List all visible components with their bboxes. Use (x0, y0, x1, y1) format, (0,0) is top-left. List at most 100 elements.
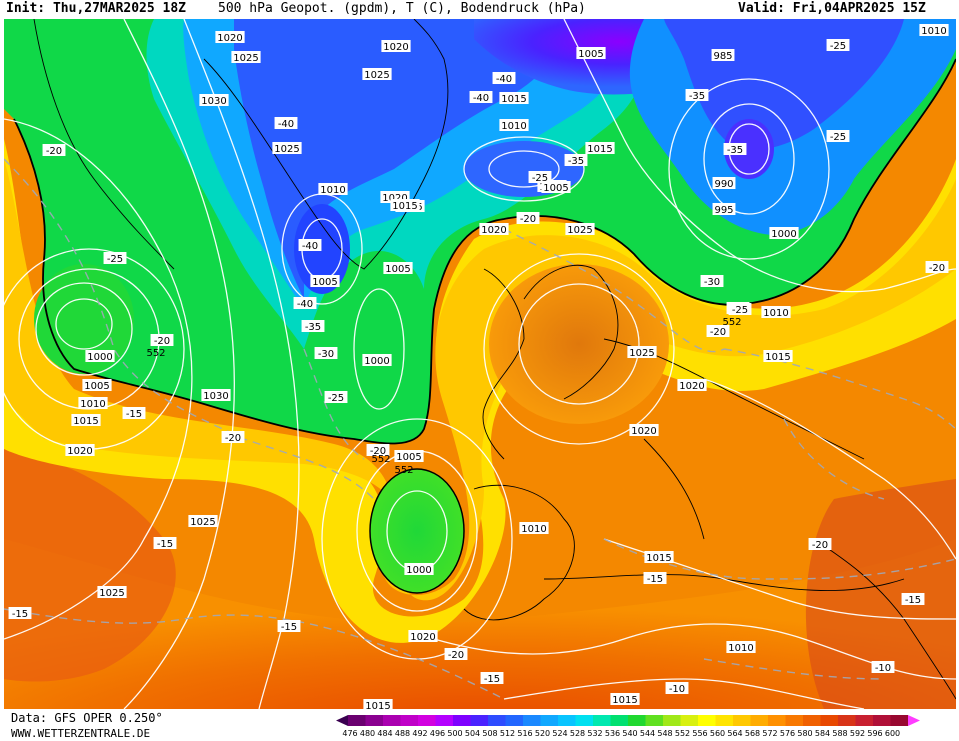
temp_labels-label-text: -40 (302, 241, 318, 252)
pressure_labels-label-text: 1010 (501, 121, 526, 132)
pressure_labels-label-text: 1015 (765, 352, 790, 363)
temp_labels-label: -40 (492, 72, 516, 85)
pressure_labels-label: 1005 (82, 379, 112, 392)
legend-tick-label: 556 (692, 729, 707, 738)
pressure_labels-label-text: 1025 (274, 144, 299, 155)
pressure_labels-label-text: 1010 (521, 524, 546, 535)
pressure_labels-label-box (644, 551, 674, 563)
temp_labels-label-box (314, 347, 338, 359)
temp_labels-label-box (103, 252, 127, 264)
legend-tick-label: 596 (867, 729, 882, 738)
temp_labels-label: -20 (444, 648, 468, 661)
temp_labels-label: -40 (298, 239, 322, 252)
temp_labels-label-box (492, 72, 516, 84)
pressure_labels-label-text: 995 (714, 205, 733, 216)
temp_labels-label: -25 (103, 252, 127, 265)
temp_labels-label-text: -30 (318, 349, 334, 360)
cutoff-low (370, 469, 464, 593)
legend-tick-label: 520 (535, 729, 550, 738)
legend-swatch (803, 715, 821, 726)
legend-tick-label: 576 (780, 729, 795, 738)
pressure_labels-label-text: 1000 (771, 229, 796, 240)
legend-tick-label: 532 (587, 729, 602, 738)
temp_labels-label-text: -15 (484, 674, 500, 685)
temp_labels-label-text: -40 (297, 299, 313, 310)
pressure_labels-label-text: 1015 (501, 94, 526, 105)
temp_labels-label-box (516, 212, 540, 224)
pressure_labels-label-text: 1020 (217, 33, 242, 44)
pressure_labels-label: 1025 (627, 346, 657, 359)
geopot-552-line (13, 58, 956, 445)
temp_labels-label: -20 (221, 431, 245, 444)
map-footer: Data: GFS OPER 0.250° WWW.WETTERZENTRALE… (0, 709, 959, 741)
pressure_labels-label-box (85, 350, 115, 362)
temp_labels-label-box (564, 154, 588, 166)
pressure_labels-label-box (71, 414, 101, 426)
temp_labels-label-text: -20 (154, 336, 170, 347)
pressure_labels-label-box (919, 24, 949, 36)
pressure_labels-label: 1005 (576, 47, 606, 60)
legend-swatch (453, 715, 471, 726)
temp_labels-label: -15 (277, 620, 301, 633)
pressure_labels-label: 1020 (408, 630, 438, 643)
geopot_labels-label: 552 (394, 465, 413, 476)
pressure_labels-label-box (519, 522, 549, 534)
temp_labels-label-box (366, 444, 390, 456)
pressure_labels-label: 1005 (383, 262, 413, 275)
temp_labels-label: -25 (826, 130, 850, 143)
legend-tick-label: 528 (570, 729, 585, 738)
pressure_labels-label-text: 1025 (99, 588, 124, 599)
pressure_labels-label: 1010 (78, 397, 108, 410)
temp_labels-label: -20 (42, 144, 66, 157)
pressure_labels-label-text: 1015 (365, 701, 390, 709)
pressure_labels-label-text: 1015 (587, 144, 612, 155)
pressure_labels-label-text: 1020 (679, 381, 704, 392)
pressure_labels-label: 1020 (65, 444, 95, 457)
pressure_labels-label: 1020 (629, 424, 659, 437)
pressure_labels-label-text: 1000 (364, 356, 389, 367)
legend-swatch (750, 715, 768, 726)
legend-swatch (838, 715, 856, 726)
temp_labels-label-box (925, 261, 949, 273)
pressure_labels-label-box (199, 94, 229, 106)
pressure_labels-label: 1000 (404, 563, 434, 576)
pressure_labels-label-text: 1005 (578, 49, 603, 60)
pressure_labels-label-box (362, 354, 392, 366)
pressure_labels-label-box (408, 630, 438, 642)
temp_labels-label: -20 (706, 325, 730, 338)
temp_labels-label-text: -25 (830, 132, 846, 143)
temp_labels-label-box (122, 407, 146, 419)
temp_labels-label-text: -20 (520, 214, 536, 225)
pressure_labels-label: 1010 (318, 183, 348, 196)
pressure_labels-label-text: 1010 (80, 399, 105, 410)
pressure_labels-label: 1015 (763, 350, 793, 363)
temp_labels-label: -40 (469, 91, 493, 104)
pressure_labels-label-text: 1015 (73, 416, 98, 427)
pressure_labels-label-box (712, 203, 736, 215)
temp_labels-label-text: -10 (669, 684, 685, 695)
temp_labels-label-box (8, 607, 32, 619)
temp_labels-label: -35 (723, 143, 747, 156)
temp_labels-label-box (808, 538, 832, 550)
east-warm-field (805, 479, 956, 709)
map-header: Init: Thu,27MAR2025 18Z 500 hPa Geopot. … (0, 0, 959, 19)
legend-swatch (575, 715, 593, 726)
legend-swatch (558, 715, 576, 726)
pressure_labels-label-text: 985 (713, 51, 732, 62)
pressure_labels-label: 1015 (71, 414, 101, 427)
pressure_labels-label: 1015 (610, 693, 640, 706)
pressure_labels-label: 990 (712, 177, 736, 190)
pressure_labels-label-text: 1020 (67, 446, 92, 457)
legend-swatch (348, 715, 366, 726)
website-credit: WWW.WETTERZENTRALE.DE (11, 727, 151, 740)
temp_labels-label: -25 (826, 39, 850, 52)
pressure_labels-label: 1025 (188, 515, 218, 528)
temp_labels-label-text: -15 (647, 574, 663, 585)
temp_labels-label-box (444, 648, 468, 660)
geopot_labels-label: 552 (146, 348, 165, 359)
temp_labels-label: -20 (516, 212, 540, 225)
temp_labels-label-text: -20 (812, 540, 828, 551)
legend-swatch (470, 715, 488, 726)
legend-tick-label: 512 (500, 729, 515, 738)
